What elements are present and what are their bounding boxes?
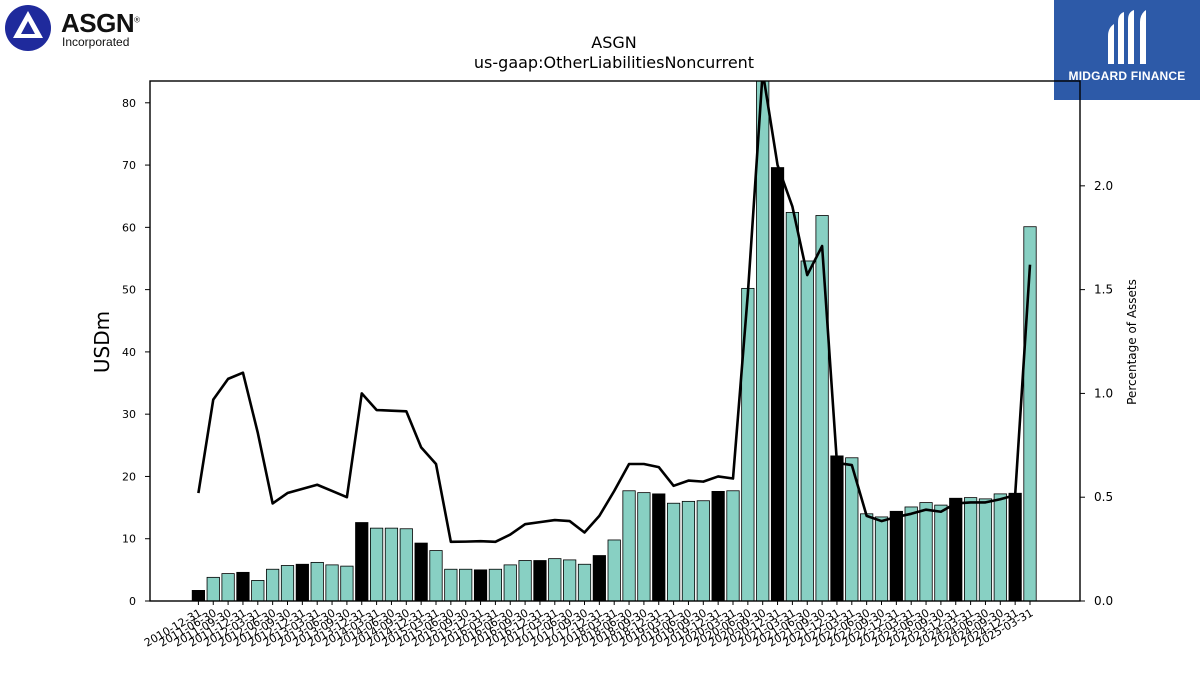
y-tick-label: 70 [122,159,136,172]
bar-quarter [310,561,324,602]
bar-quarter [369,527,384,602]
y2-axis-label: Percentage of Assets [1125,279,1139,405]
bar-annual [533,560,547,602]
y-tick-label: 10 [122,533,136,546]
bar-annual [592,555,606,602]
bar-quarter [667,502,681,602]
y-tick-label: 0 [129,595,136,608]
bar-quarter [681,500,696,602]
y2-tick-label: 0.5 [1094,490,1113,504]
bar-quarter [444,568,458,602]
bar-quarter [503,564,517,602]
y2-tick-label: 1.0 [1094,386,1113,400]
midgard-finance-logo-text: MIDGARD FINANCE [1068,69,1186,83]
bar-annual [889,510,903,602]
bar-annual [295,563,309,602]
bar-quarter [607,539,621,602]
chart-subtitle: us-gaap:OtherLiabilitiesNoncurrent [474,53,754,72]
bar-quarter [874,516,889,602]
y-axis-label: USDm [90,311,114,373]
asgn-logo-subtitle: Incorporated [62,35,130,49]
bar-quarter [459,568,473,602]
bar-quarter [815,215,829,602]
bar-annual [830,455,844,602]
bar-quarter [904,506,918,602]
bar-annual [191,590,205,602]
axes-layer: 010203040506070800.00.51.01.52.02010-12-… [122,80,1113,650]
bar-quarter [993,493,1007,602]
bar-quarter [860,513,874,602]
bar-annual [473,569,488,602]
bar-quarter [280,565,295,602]
bar-annual [1008,492,1022,602]
bar-quarter [251,580,265,602]
bar-quarter [577,563,592,602]
bar-quarter [800,260,814,602]
y-tick-label: 40 [122,346,136,359]
y-tick-label: 80 [122,97,136,110]
y-tick-label: 50 [122,284,136,297]
bar-quarter [637,492,651,602]
bar-annual [236,571,250,602]
y-tick-label: 20 [122,470,136,483]
y2-tick-label: 0.0 [1094,594,1113,608]
bar-quarter [488,568,503,602]
bar-annual [711,490,725,602]
midgard-finance-logo: MIDGARD FINANCE [1054,0,1200,100]
bar-quarter [266,568,280,602]
bar-quarter [785,211,800,602]
bar-quarter [563,559,577,602]
midgard-finance-logo-icon [1108,10,1146,64]
bar-quarter [325,564,339,602]
bar-quarter [399,528,413,602]
bar-annual [355,522,369,602]
plot-frame [149,80,1081,602]
bar-quarter [384,527,399,602]
bars-layer [191,80,1037,602]
bar-quarter [429,550,443,602]
line-layer [197,81,1032,544]
bar-quarter [756,80,770,602]
pct-assets-line [197,81,1032,544]
y2-tick-label: 2.0 [1094,179,1113,193]
bar-quarter [622,490,636,602]
bar-quarter [696,500,710,602]
bar-quarter [934,504,948,602]
y2-tick-label: 1.5 [1094,283,1113,297]
bar-annual [414,542,428,602]
bar-quarter [206,576,220,602]
bar-annual [770,167,785,602]
asgn-logo-icon [5,5,51,51]
y-tick-label: 60 [122,221,136,234]
bar-annual [949,497,963,602]
bar-annual [652,493,666,602]
bar-quarter [518,560,532,602]
chart-title: ASGN [591,33,636,52]
asgn-logo: ASGN® Incorporated [4,4,154,54]
bar-quarter [964,497,978,602]
bar-quarter [548,558,562,602]
bar-quarter [978,498,993,602]
bar-quarter [726,490,740,602]
bar-quarter [919,502,933,602]
y-tick-label: 30 [122,408,136,421]
asgn-logo-name: ASGN® [61,8,140,38]
bar-quarter [221,573,235,602]
bar-quarter [340,565,354,602]
